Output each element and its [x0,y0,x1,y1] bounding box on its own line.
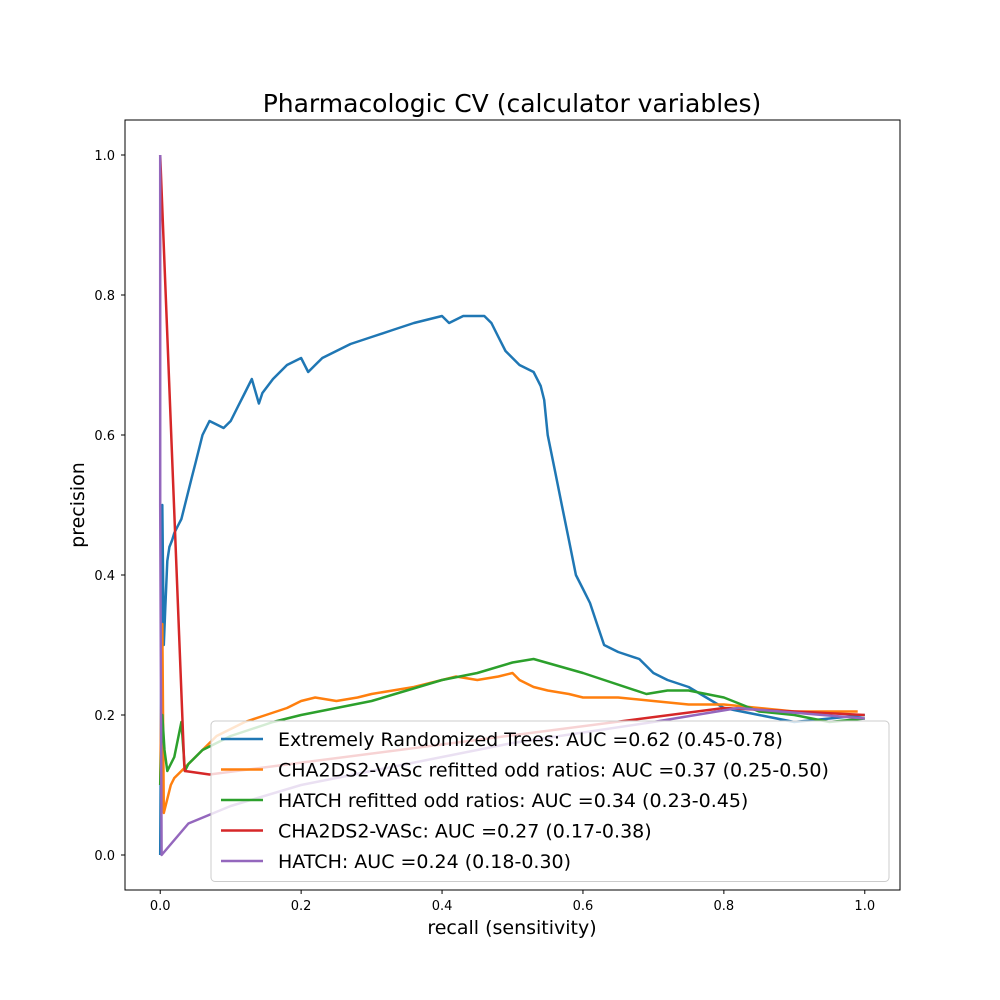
x-tick-label: 0.4 [432,899,453,914]
chart-title: Pharmacologic CV (calculator variables) [263,89,762,118]
axis-ticks: 0.0 0.2 0.4 0.6 0.8 1.0 0.0 0.2 0.4 0.6 0.8 1.0 [94,149,875,914]
series-line-1 [158,314,865,856]
x-tick-label: 0.0 [150,899,171,914]
y-axis-label: precision [67,462,89,548]
y-tick-label: 0.2 [94,709,115,724]
y-tick-label: 0.8 [94,289,115,304]
x-axis-label: recall (sensitivity) [427,917,596,939]
legend-entry-4: CHA2DS2-VASc: AUC =0.27 (0.17-0.38) [278,821,652,843]
legend-entry-5: HATCH: AUC =0.24 (0.18-0.30) [278,851,571,873]
legend: Extremely Randomized Trees: AUC =0.62 (0… [210,720,890,882]
legend-entry-3: HATCH refitted odd ratios: AUC =0.34 (0.… [278,790,748,812]
y-tick-label: 0.0 [94,849,115,864]
legend-box [210,720,890,882]
series-line-4 [158,154,865,776]
x-tick-label: 0.2 [291,899,312,914]
x-tick-label: 0.8 [714,899,735,914]
y-tick-label: 1.0 [94,149,115,164]
series-line-3 [158,657,865,786]
y-tick-label: 0.6 [94,429,115,444]
legend-entry-2: CHA2DS2-VASc refitted odd ratios: AUC =0… [278,760,829,782]
plot-frame [124,119,901,891]
x-tick-label: 1.0 [854,899,875,914]
legend-entry-1: Extremely Randomized Trees: AUC =0.62 (0… [278,729,783,751]
x-tick-label: 0.6 [573,899,594,914]
y-tick-label: 0.4 [94,569,115,584]
